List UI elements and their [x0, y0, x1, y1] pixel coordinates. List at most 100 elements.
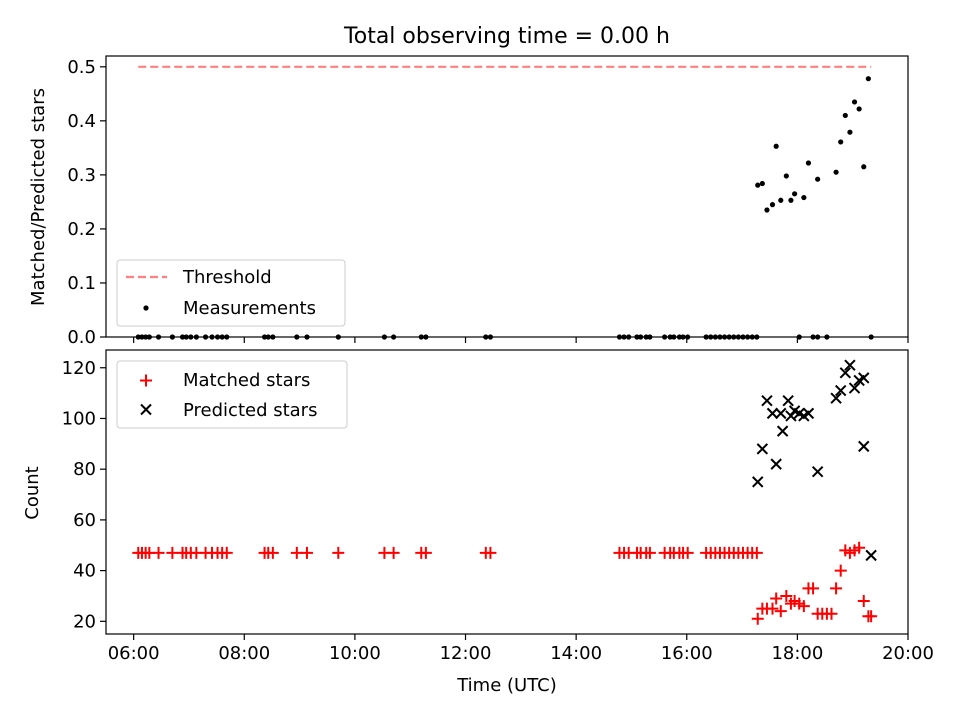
- matched-star-point: [766, 602, 779, 615]
- measurement-point: [847, 129, 853, 135]
- bottom-y-tick-label: 120: [62, 358, 96, 379]
- predicted-star-point: [839, 367, 852, 379]
- bottom-y-tick-label: 80: [73, 459, 96, 480]
- top-y-tick-label: 0.1: [67, 273, 96, 294]
- predicted-star-point: [770, 458, 782, 470]
- predicted-star-point: [811, 466, 824, 478]
- legend-matched-swatch: [140, 374, 152, 387]
- matched-star-point: [387, 546, 400, 559]
- predicted-star-point: [761, 395, 773, 407]
- legend-predicted-label: Predicted stars: [183, 400, 317, 421]
- x-tick-label: 06:00: [108, 643, 160, 664]
- top-y-tick-label: 0.4: [67, 111, 96, 132]
- bottom-axes-frame: [105, 349, 909, 635]
- matched-star-point: [834, 564, 847, 577]
- measurement-point: [865, 76, 871, 82]
- x-tick-label: 08:00: [218, 643, 270, 664]
- predicted-star-point: [834, 384, 847, 397]
- matched-star-point: [807, 582, 820, 595]
- predicted-star-point: [775, 407, 787, 420]
- measurement-point: [805, 160, 812, 166]
- measurement-point: [783, 173, 789, 179]
- matched-star-point: [681, 546, 694, 559]
- bottom-y-axis-label: Count: [22, 466, 43, 519]
- bottom-y-tick-label: 60: [73, 510, 96, 531]
- measurement-point: [801, 194, 807, 201]
- legend-predicted-swatch: [140, 403, 152, 416]
- matched-star-point: [166, 546, 179, 559]
- matched-star-point: [220, 546, 233, 559]
- figure-title: Total observing time = 0.00 h: [343, 24, 670, 49]
- legend-threshold-label: Threshold: [182, 267, 272, 288]
- top-y-tick-label: 0.5: [67, 57, 96, 78]
- predicted-star-point: [830, 392, 842, 404]
- matched-star-point: [857, 595, 870, 608]
- predicted-star-point: [858, 440, 870, 453]
- measurement-point: [833, 169, 839, 175]
- predicted-star-point: [776, 425, 789, 437]
- bottom-legend-box: [116, 360, 348, 429]
- x-tick-label: 20:00: [882, 643, 934, 664]
- matched-star-point: [751, 612, 764, 625]
- bottom-plot-area: [132, 359, 878, 625]
- matched-star-point: [825, 607, 838, 620]
- matched-star-point: [643, 546, 656, 559]
- matched-star-point: [830, 582, 843, 595]
- measurement-point: [755, 182, 761, 188]
- measurement-point: [759, 180, 765, 187]
- measurement-point: [778, 197, 784, 203]
- bottom-legend: Matched stars Predicted stars: [116, 360, 348, 429]
- top-y-axis-label: Matched/Predicted stars: [28, 88, 49, 306]
- top-y-tick-label: 0.2: [67, 219, 96, 240]
- matched-star-point: [484, 546, 497, 559]
- predicted-star-point: [802, 407, 815, 420]
- matched-star-point: [300, 546, 313, 559]
- measurement-point: [815, 176, 821, 182]
- legend-matched-label: Matched stars: [183, 370, 310, 391]
- matched-star-point: [266, 546, 279, 559]
- measurement-point: [838, 139, 844, 145]
- predicted-star-point: [865, 549, 877, 562]
- matched-star-point: [853, 541, 866, 554]
- x-tick-label: 14:00: [550, 643, 602, 664]
- matched-star-point: [770, 592, 783, 605]
- matched-star-point: [152, 546, 165, 559]
- x-tick-label: 16:00: [661, 643, 713, 664]
- measurement-point: [856, 106, 862, 112]
- measurement-point: [842, 112, 848, 119]
- predicted-star-point: [844, 359, 856, 371]
- matched-star-point: [865, 610, 878, 623]
- predicted-star-point: [752, 476, 764, 488]
- measurement-point: [861, 164, 867, 170]
- x-tick-label: 18:00: [771, 643, 823, 664]
- x-tick-label: 10:00: [329, 643, 381, 664]
- top-axes-frame: [105, 55, 909, 338]
- bottom-y-tick-label: 20: [73, 611, 96, 632]
- predicted-star-point: [756, 443, 769, 455]
- top-y-tick-label: 0.0: [67, 327, 96, 348]
- legend-measurements-swatch: [143, 305, 149, 311]
- bottom-y-tick-label: 100: [62, 408, 96, 429]
- matched-star-point: [419, 546, 432, 559]
- measurement-point: [769, 202, 776, 208]
- matched-star-point: [780, 589, 793, 602]
- matched-star-point: [290, 546, 303, 559]
- x-axis-label: Time (UTC): [456, 675, 557, 696]
- measurement-point: [792, 191, 798, 197]
- predicted-star-point: [848, 382, 861, 394]
- measurement-point: [851, 99, 858, 105]
- x-tick-label: 12:00: [440, 643, 492, 664]
- predicted-star-point: [766, 407, 779, 420]
- predicted-star-point: [858, 372, 870, 384]
- measurement-point: [773, 143, 779, 149]
- top-legend-box: [116, 259, 346, 327]
- top-legend: Threshold Measurements: [116, 259, 346, 327]
- matched-star-point: [332, 546, 345, 559]
- measurement-point: [764, 207, 770, 213]
- bottom-y-tick-label: 40: [73, 561, 96, 582]
- legend-measurements-label: Measurements: [183, 298, 316, 319]
- matched-star-point: [774, 605, 787, 618]
- matched-star-point: [750, 546, 763, 559]
